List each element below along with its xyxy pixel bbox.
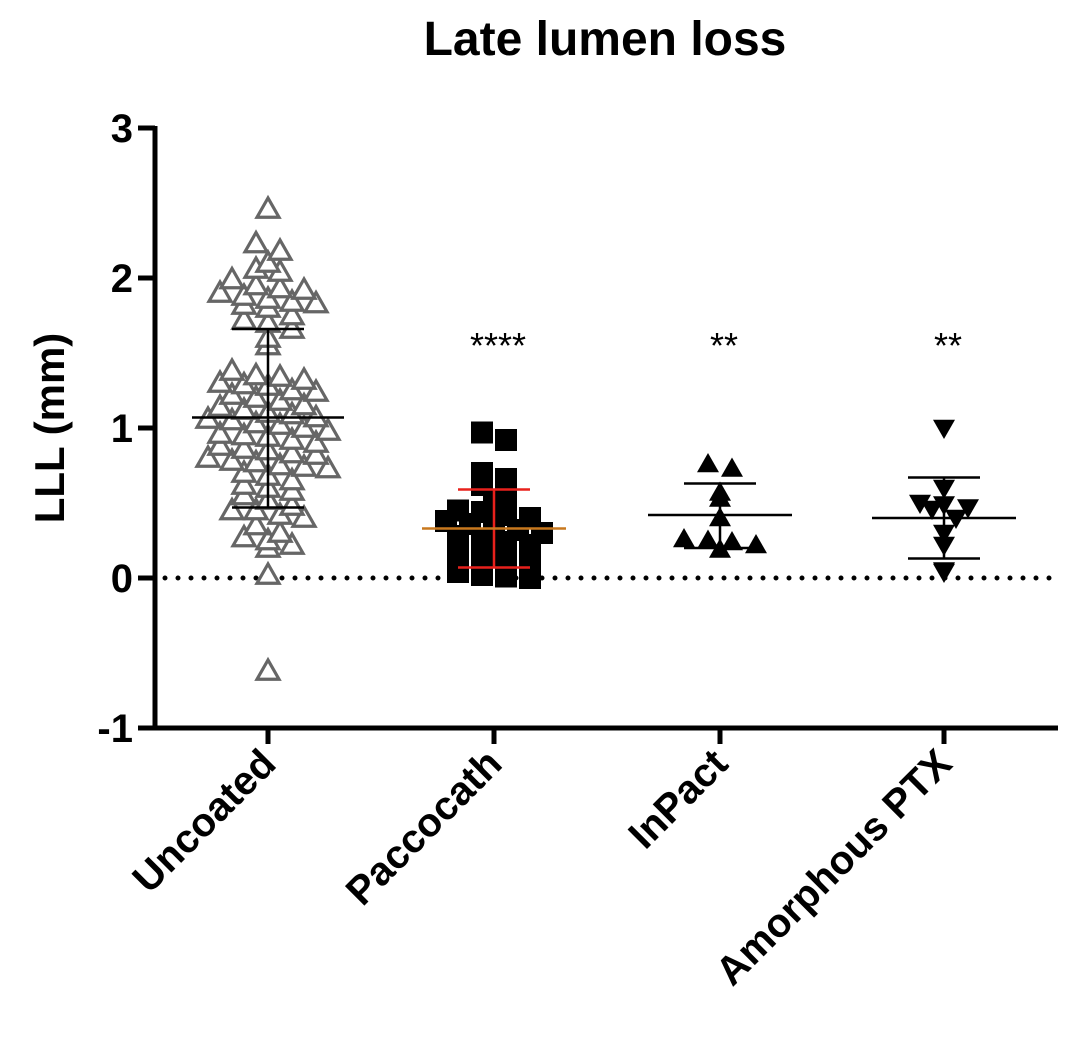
data-point — [302, 377, 330, 402]
data-point — [278, 314, 306, 339]
data-point — [218, 446, 246, 471]
data-point — [957, 499, 979, 519]
data-point — [242, 271, 270, 296]
data-point — [242, 229, 270, 254]
data-point — [218, 265, 246, 290]
x-tick-label: InPact — [620, 741, 736, 857]
data-point — [278, 425, 306, 450]
data-point — [290, 275, 318, 300]
data-point — [909, 494, 931, 514]
data-point — [697, 529, 719, 549]
data-point — [206, 419, 234, 444]
data-point — [495, 468, 517, 490]
significance-label: ** — [710, 325, 738, 366]
y-tick-label: 3 — [111, 107, 133, 151]
data-point — [278, 287, 306, 312]
data-point — [206, 368, 234, 393]
data-point — [697, 453, 719, 473]
chart-title: Late lumen loss — [424, 13, 787, 66]
axes — [138, 125, 1058, 744]
significance-label: **** — [470, 325, 526, 366]
data-point — [254, 656, 282, 681]
data-point — [206, 278, 234, 303]
y-axis-label: LLL (mm) — [26, 333, 73, 524]
data-point — [230, 421, 258, 446]
data-point — [218, 356, 246, 381]
y-tick-label: 2 — [111, 257, 133, 301]
x-tick-label: Uncoated — [124, 741, 284, 901]
data-point — [242, 511, 270, 536]
data-point — [721, 531, 743, 551]
significance-label: ** — [934, 325, 962, 366]
data-points — [194, 194, 979, 681]
data-point — [266, 451, 294, 476]
data-point — [230, 470, 258, 495]
data-point — [290, 503, 318, 528]
data-point — [519, 507, 541, 529]
data-point — [254, 248, 282, 273]
data-point — [921, 500, 943, 520]
data-point — [290, 452, 318, 477]
data-point — [230, 434, 258, 459]
data-point — [278, 530, 306, 555]
data-point — [278, 301, 306, 326]
data-point — [721, 457, 743, 477]
x-tick-label: Paccocath — [338, 741, 511, 914]
data-point — [302, 428, 330, 453]
data-point — [447, 499, 469, 522]
data-point — [302, 289, 330, 314]
data-point — [745, 534, 767, 554]
data-point — [194, 443, 222, 468]
data-point — [242, 361, 270, 386]
x-tick-label: Amorphous PTX — [708, 741, 961, 994]
data-point — [314, 416, 342, 441]
y-tick-label: 0 — [111, 557, 133, 601]
data-point — [230, 523, 258, 548]
data-point — [945, 509, 967, 529]
data-point — [302, 440, 330, 465]
data-point — [314, 454, 342, 479]
data-point — [206, 392, 234, 417]
data-point — [302, 403, 330, 428]
data-point — [266, 274, 294, 299]
data-point — [266, 362, 294, 387]
data-point — [495, 429, 517, 451]
summary-bars — [192, 327, 1016, 569]
data-point — [254, 194, 282, 219]
data-point — [933, 562, 955, 582]
y-tick-label: 1 — [111, 407, 133, 451]
data-point — [242, 448, 270, 473]
data-point — [673, 528, 695, 548]
data-point — [278, 466, 306, 491]
data-point — [254, 560, 282, 585]
y-tick-label: -1 — [97, 707, 133, 751]
data-point — [278, 491, 306, 516]
data-point — [471, 421, 493, 444]
data-point — [242, 383, 270, 408]
data-point — [218, 496, 246, 521]
data-point — [290, 365, 318, 390]
data-point — [933, 419, 955, 439]
data-point — [266, 236, 294, 261]
data-point — [278, 439, 306, 464]
data-point — [206, 431, 234, 456]
data-point — [471, 462, 493, 484]
data-point — [290, 391, 318, 416]
data-point — [266, 518, 294, 543]
